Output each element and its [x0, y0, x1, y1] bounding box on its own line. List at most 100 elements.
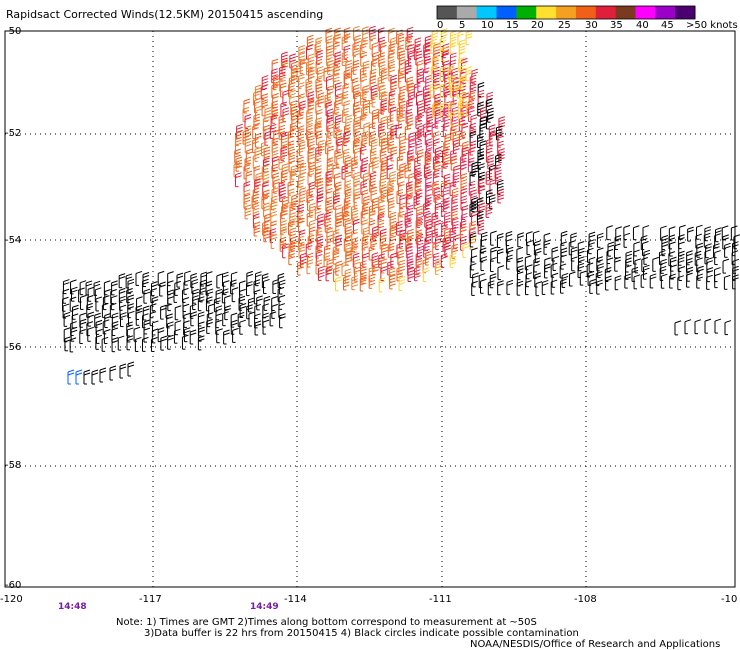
wind-barb [315, 259, 323, 275]
wind-barb [380, 99, 388, 115]
scale-label-15: 15 [506, 20, 519, 31]
wind-barb [577, 262, 585, 278]
wind-barb [387, 114, 394, 130]
wind-barb [86, 302, 93, 318]
wind-barb [174, 305, 182, 321]
wind-barb [334, 172, 341, 188]
wind-barb [460, 195, 468, 211]
wind-barb [434, 113, 442, 129]
wind-barb [713, 243, 720, 259]
wind-barb [359, 145, 367, 161]
wind-barb [83, 369, 91, 385]
wind-barb [659, 265, 667, 281]
wind-barb [388, 43, 396, 59]
wind-barb [336, 153, 343, 169]
wind-barb [453, 234, 460, 250]
wind-barb [279, 82, 287, 98]
wind-barb [368, 161, 376, 177]
wind-barb [183, 279, 191, 295]
wind-barb [634, 258, 642, 274]
wind-barb [407, 267, 415, 282]
wind-barb [517, 232, 524, 248]
wind-barb [332, 163, 340, 179]
scale-label-45: 45 [661, 20, 674, 31]
wind-barb [724, 320, 732, 336]
wind-barb [224, 305, 231, 321]
wind-barb [389, 274, 396, 290]
wind-barb [471, 280, 478, 296]
wind-barb [405, 194, 413, 210]
wind-barb [451, 217, 459, 233]
wind-barb [287, 129, 295, 145]
wind-barb [126, 335, 134, 351]
wind-barb [380, 186, 388, 202]
wind-barb [316, 178, 324, 193]
wind-barb [197, 296, 205, 312]
wind-barb [135, 310, 143, 326]
wind-barb [280, 169, 288, 185]
wind-barb [117, 335, 125, 351]
wind-barb [236, 123, 243, 139]
wind-barb [505, 231, 513, 247]
wind-barb [443, 139, 450, 155]
wind-barb [674, 320, 682, 336]
wind-barb [291, 194, 298, 210]
wind-barb [368, 130, 376, 146]
wind-barb [95, 296, 103, 312]
wind-barb [232, 327, 239, 343]
wind-barb [62, 288, 70, 304]
wind-barb [101, 336, 109, 352]
wind-barb [314, 154, 322, 170]
wind-barb [200, 271, 208, 287]
wind-barb [297, 156, 304, 172]
wind-barb [120, 312, 127, 328]
wind-barb [353, 138, 360, 154]
scale-swatch [655, 6, 676, 19]
wind-barb [390, 146, 398, 162]
wind-barb [458, 57, 465, 73]
wind-barb [677, 257, 685, 273]
wind-barb [317, 265, 325, 281]
wind-barb [570, 232, 577, 248]
wind-barb [696, 273, 703, 289]
wind-barb [613, 243, 621, 259]
wind-barb [372, 225, 379, 241]
wind-barb [397, 210, 405, 226]
scale-label-0: 0 [437, 20, 444, 31]
scale-swatch [575, 6, 597, 19]
wind-barb [625, 264, 632, 280]
wind-barb [368, 273, 376, 289]
lon-label-111: -111 [429, 594, 452, 605]
wind-barb [72, 304, 79, 320]
wind-barb [424, 58, 432, 74]
wind-barb [379, 85, 386, 100]
wind-barb [588, 239, 595, 255]
wind-barb [282, 196, 289, 212]
wind-barb [569, 271, 576, 287]
wind-barb [353, 84, 360, 100]
wind-barb [111, 337, 119, 353]
wind-barb [298, 243, 306, 259]
wind-barb [341, 164, 349, 180]
scale-swatch [516, 6, 537, 19]
wind-barb [640, 272, 648, 288]
wind-barb [237, 311, 245, 327]
wind-barb [109, 302, 117, 318]
wind-barb [477, 148, 485, 164]
wind-barb [550, 279, 558, 295]
wind-barb [560, 254, 567, 270]
wind-barb [660, 273, 668, 289]
wind-barb [342, 138, 349, 154]
wind-barb [360, 90, 367, 106]
wind-barb [119, 363, 127, 379]
wind-barb [406, 26, 414, 42]
wind-barb [239, 319, 246, 335]
wind-barb [216, 273, 224, 289]
wind-barb [260, 141, 268, 157]
scale-label-25: 25 [558, 20, 571, 31]
wind-barb [706, 267, 714, 283]
wind-barb [497, 188, 505, 204]
wind-barb [387, 53, 395, 69]
wind-barb [466, 101, 473, 117]
wind-barb [244, 204, 252, 220]
